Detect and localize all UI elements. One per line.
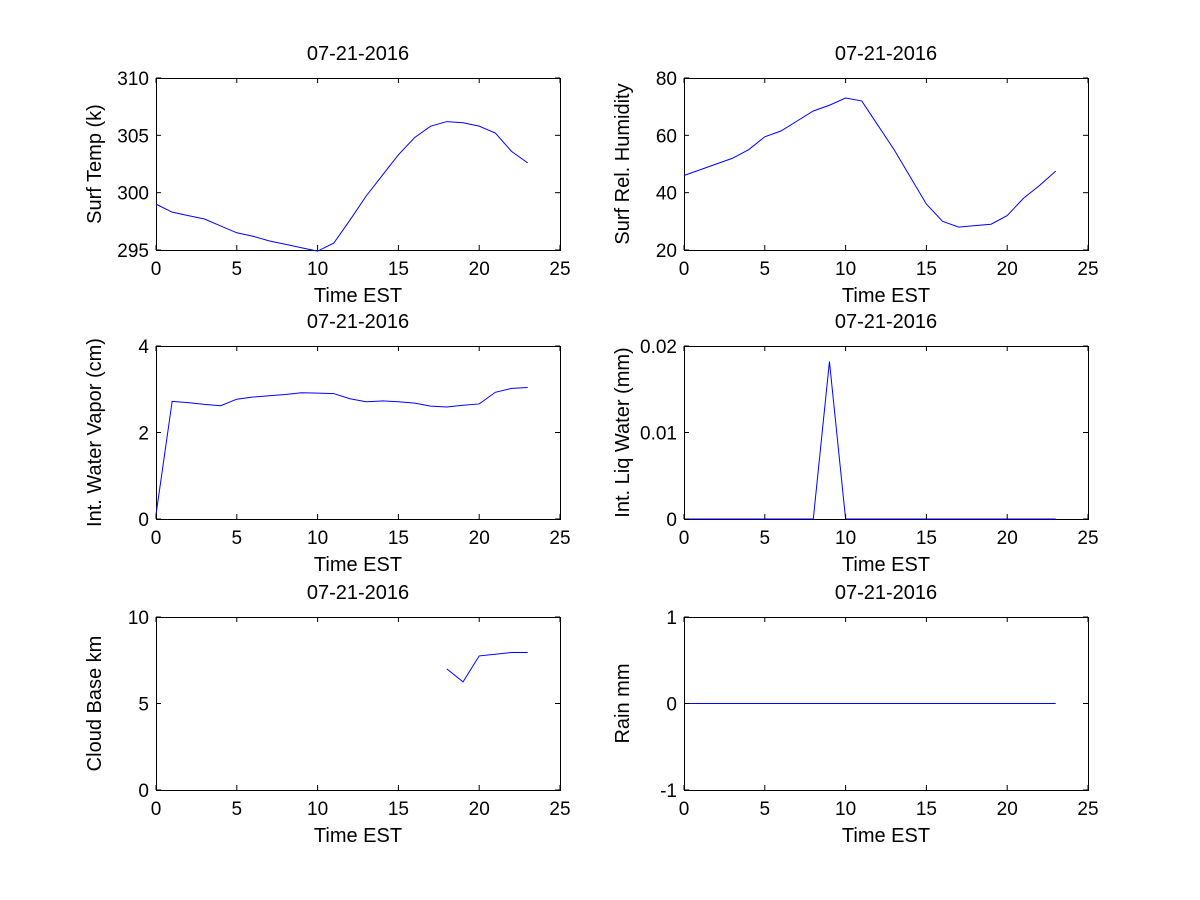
- chart-1-ytick-label: 300: [117, 184, 149, 205]
- chart-3-xtick-label: 15: [388, 528, 409, 549]
- chart-6-ytick-label: 0: [666, 695, 677, 716]
- chart-2-series-line: [683, 97, 1057, 228]
- chart-1-xtick-label: 5: [232, 259, 243, 280]
- chart-4-xtick-label: 0: [679, 528, 690, 549]
- chart-4-xtick-label: 10: [835, 528, 856, 549]
- chart-4-xtick-label: 15: [916, 528, 937, 549]
- chart-4-xtick-label: 25: [1077, 528, 1098, 549]
- chart-6-xtick-label: 0: [679, 799, 690, 820]
- chart-4-xlabel: Time EST: [842, 554, 930, 576]
- chart-3-xtick-label: 25: [549, 528, 570, 549]
- chart-6-xlabel: Time EST: [842, 825, 930, 847]
- chart-5-axes-box: [156, 617, 561, 791]
- chart-3-ytick-label: 0: [138, 510, 149, 531]
- chart-4: 0 5 10 15 20 25 0 0.01 0.02 07-21-2016 Time EST Int…: [612, 311, 1099, 576]
- chart-2-xtick-label: 5: [760, 259, 771, 280]
- chart-2-ytick-label: 60: [656, 126, 677, 147]
- chart-1-xtick-label: 15: [388, 259, 409, 280]
- chart-4-title: 07-21-2016: [835, 311, 937, 333]
- chart-2: 0 5 10 15 20 25 20 40 60 80 07-21-2016 Time EST Surf…: [612, 43, 1099, 307]
- chart-3-axes-box: [156, 346, 561, 520]
- chart-6-xtick-label: 15: [916, 799, 937, 820]
- chart-2-ylabel: Surf Rel. Humidity: [612, 83, 634, 244]
- chart-1-ytick-label: 310: [117, 69, 149, 90]
- chart-4-series-line: [684, 361, 1056, 520]
- chart-6-xtick-label: 20: [997, 799, 1018, 820]
- chart-2-xlabel: Time EST: [842, 285, 930, 307]
- chart-1-xtick-label: 10: [307, 259, 328, 280]
- chart-2-xtick-label: 10: [835, 259, 856, 280]
- chart-6-title: 07-21-2016: [835, 582, 937, 604]
- chart-3-xlabel: Time EST: [314, 554, 402, 576]
- chart-5-xtick-label: 15: [388, 799, 409, 820]
- chart-6-xtick-label: 25: [1077, 799, 1098, 820]
- chart-1-ylabel: Surf Temp (k): [84, 104, 106, 224]
- chart-4-ylabel: Int. Liq Water (mm): [612, 347, 634, 517]
- chart-1-ytick-label: 305: [117, 126, 149, 147]
- chart-5-ylabel: Cloud Base km: [84, 636, 106, 772]
- chart-6-ylabel: Rain mm: [612, 663, 634, 743]
- chart-3-xtick-label: 5: [232, 528, 243, 549]
- chart-1-series-line: [155, 121, 528, 252]
- chart-2-title: 07-21-2016: [835, 43, 937, 65]
- chart-5-xtick-label: 20: [469, 799, 490, 820]
- chart-6-xtick-label: 5: [760, 799, 771, 820]
- chart-1-xtick-label: 20: [469, 259, 490, 280]
- chart-3-ytick-label: 2: [138, 424, 149, 445]
- chart-3-xtick-label: 10: [307, 528, 328, 549]
- chart-2-xtick-label: 20: [997, 259, 1018, 280]
- chart-2-ytick-label: 20: [656, 241, 677, 262]
- chart-1-ytick-label: 295: [117, 241, 149, 262]
- chart-5-title: 07-21-2016: [307, 582, 409, 604]
- chart-5-xtick-label: 10: [307, 799, 328, 820]
- chart-2-xtick-label: 0: [679, 259, 690, 280]
- chart-2-xtick-label: 25: [1077, 259, 1098, 280]
- chart-4-axes-box: [684, 346, 1089, 520]
- chart-4-ytick-label: 0: [666, 510, 677, 531]
- chart-4-xtick-label: 5: [760, 528, 771, 549]
- chart-3-xtick-label: 20: [469, 528, 490, 549]
- chart-3-xtick-label: 0: [151, 528, 162, 549]
- chart-4-xtick-label: 20: [997, 528, 1018, 549]
- chart-1-xlabel: Time EST: [314, 285, 402, 307]
- chart-2-xtick-label: 15: [916, 259, 937, 280]
- chart-4-ytick-label: 0.01: [640, 424, 677, 445]
- chart-6-ytick-label: 1: [666, 608, 677, 629]
- chart-3-ylabel: Int. Water Vapor (cm): [84, 338, 106, 527]
- chart-2-ytick-label: 80: [656, 69, 677, 90]
- chart-1: 0 5 10 15 20 25 295 300 305 310 07-21-2016 Time EST…: [84, 43, 571, 307]
- chart-6-ytick-label: -1: [660, 781, 677, 802]
- chart-1-title: 07-21-2016: [307, 43, 409, 65]
- chart-5-xtick-label: 5: [232, 799, 243, 820]
- chart-5: 0 5 10 15 20 25 0 5 10 07-21-2016 Time EST Cloud Ba…: [84, 582, 571, 847]
- chart-3-series-line: [155, 387, 528, 515]
- chart-5-xtick-label: 0: [151, 799, 162, 820]
- chart-6-xtick-label: 10: [835, 799, 856, 820]
- chart-3: 0 5 10 15 20 25 0 2 4 07-21-2016 Time EST Int. Wate…: [84, 311, 571, 576]
- chart-3-title: 07-21-2016: [307, 311, 409, 333]
- chart-2-axes-box: [684, 78, 1089, 251]
- chart-1-xtick-label: 25: [549, 259, 570, 280]
- chart-5-ytick-label: 10: [128, 608, 149, 629]
- chart-3-ytick-label: 4: [138, 337, 149, 358]
- chart-5-xlabel: Time EST: [314, 825, 402, 847]
- chart-4-ytick-label: 0.02: [640, 337, 677, 358]
- chart-1-axes-box: [156, 78, 561, 251]
- chart-5-xtick-label: 25: [549, 799, 570, 820]
- chart-5-ytick-label: 5: [138, 695, 149, 716]
- chart-5-ytick-label: 0: [138, 781, 149, 802]
- chart-2-ytick-label: 40: [656, 184, 677, 205]
- chart-5-series-line: [446, 651, 528, 683]
- chart-1-xtick-label: 0: [151, 259, 162, 280]
